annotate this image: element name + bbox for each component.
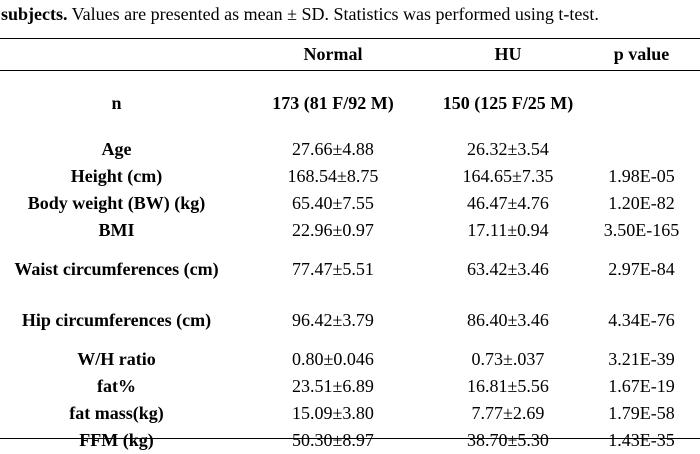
table-row: Hip circumferences (cm) 96.42±3.79 86.40…	[0, 295, 700, 346]
table-header-row: Normal HU p value	[0, 39, 700, 70]
normal-value: 23.51±6.89	[292, 376, 374, 396]
hu-value: 26.32±3.54	[467, 139, 549, 159]
normal-value: 50.30±8.97	[292, 430, 374, 450]
row-label: FFM (kg)	[79, 430, 154, 450]
normal-value: 168.54±8.75	[287, 166, 379, 186]
p-value	[583, 136, 700, 163]
subject-characteristics-table: Normal HU p value n 173 (81 F/92 M) 150 …	[0, 39, 700, 454]
normal-value: 96.42±3.79	[292, 310, 374, 330]
table-row: fat mass(kg) 15.09±3.80 7.77±2.69 1.79E-…	[0, 400, 700, 427]
row-label: fat mass(kg)	[69, 403, 164, 423]
normal-value: 15.09±3.80	[292, 403, 374, 423]
hu-value: 46.47±4.76	[467, 193, 549, 213]
p-value: 1.67E-19	[608, 376, 675, 396]
p-value: 1.98E-05	[608, 166, 675, 186]
p-value: 1.79E-58	[608, 403, 675, 423]
table-row: W/H ratio 0.80±0.046 0.73±.037 3.21E-39	[0, 346, 700, 373]
hu-value: 16.81±5.56	[467, 376, 549, 396]
table-header-rule	[0, 70, 700, 71]
row-label: Body weight (BW) (kg)	[27, 193, 206, 213]
normal-value: 65.40±7.55	[292, 193, 374, 213]
p-value: 3.50E-165	[603, 220, 680, 240]
table-row: Height (cm) 168.54±8.75 164.65±7.35 1.98…	[0, 163, 700, 190]
normal-value: 0.80±0.046	[292, 349, 374, 369]
table-top-rule	[0, 38, 700, 39]
row-label: Waist circumferences (cm)	[14, 259, 219, 279]
p-value: 1.20E-82	[608, 193, 675, 213]
hu-value: 7.77±2.69	[471, 403, 545, 423]
p-value: 1.43E-35	[608, 430, 675, 450]
p-value: 4.34E-76	[608, 310, 675, 330]
row-label: fat%	[97, 376, 136, 396]
normal-value: 27.66±4.88	[292, 139, 374, 159]
table-row: Waist circumferences (cm) 77.47±5.51 63.…	[0, 244, 700, 295]
row-label: Age	[101, 139, 132, 159]
table-row: Age 27.66±4.88 26.32±3.54	[0, 136, 700, 163]
table-row: BMI 22.96±0.97 17.11±0.94 3.50E-165	[0, 217, 700, 244]
p-value: 3.21E-39	[608, 349, 675, 369]
normal-value: 22.96±0.97	[292, 220, 374, 240]
hu-value: 150 (125 F/25 M)	[442, 92, 574, 113]
header-p-value: p value	[613, 44, 670, 64]
table-bottom-rule	[0, 438, 700, 439]
row-label: n	[111, 92, 122, 113]
row-label: BMI	[98, 220, 135, 240]
table-row: fat% 23.51±6.89 16.81±5.56 1.67E-19	[0, 373, 700, 400]
table-row: Body weight (BW) (kg) 65.40±7.55 46.47±4…	[0, 190, 700, 217]
caption-bold-part: subjects.	[1, 4, 68, 24]
header-normal: Normal	[303, 44, 363, 64]
row-label: Height (cm)	[70, 166, 163, 186]
hu-value: 164.65±7.35	[462, 166, 554, 186]
table-row: FFM (kg) 50.30±8.97 38.70±5.30 1.43E-35	[0, 427, 700, 454]
p-value: 2.97E-84	[608, 259, 675, 279]
row-label: W/H ratio	[77, 349, 156, 369]
header-hu: HU	[494, 44, 522, 64]
table-caption: subjects. Values are presented as mean ±…	[1, 4, 599, 25]
row-label: Hip circumferences (cm)	[21, 310, 212, 330]
hu-value: 0.73±.037	[471, 349, 545, 369]
normal-value: 77.47±5.51	[292, 259, 374, 279]
normal-value: 173 (81 F/92 M)	[272, 92, 394, 113]
hu-value: 63.42±3.46	[467, 259, 549, 279]
p-value	[583, 70, 700, 136]
table-row: n 173 (81 F/92 M) 150 (125 F/25 M)	[0, 70, 700, 136]
header-empty	[0, 39, 233, 70]
caption-text: Values are presented as mean ± SD. Stati…	[67, 4, 599, 24]
hu-value: 38.70±5.30	[467, 430, 549, 450]
hu-value: 86.40±3.46	[467, 310, 549, 330]
hu-value: 17.11±0.94	[467, 220, 549, 240]
